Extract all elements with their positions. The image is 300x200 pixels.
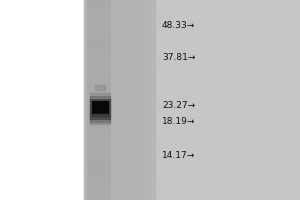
Bar <box>84 158 156 160</box>
Bar <box>84 130 156 132</box>
Bar <box>84 132 156 135</box>
Bar <box>84 117 156 120</box>
Bar <box>84 102 156 105</box>
Bar <box>84 98 156 100</box>
Bar <box>92 114 108 116</box>
Bar <box>84 142 156 145</box>
Bar <box>84 12 156 15</box>
Bar <box>84 73 156 75</box>
Bar <box>84 175 156 178</box>
Bar <box>84 115 156 117</box>
Bar <box>84 58 156 60</box>
Bar <box>84 178 156 180</box>
Bar <box>84 160 156 162</box>
Bar <box>84 50 156 52</box>
Bar <box>90 99 110 119</box>
Bar <box>84 47 156 50</box>
Text: 23.27→: 23.27→ <box>162 102 195 110</box>
Text: 48.33→: 48.33→ <box>162 21 195 30</box>
Bar <box>84 22 156 25</box>
Bar <box>84 38 156 40</box>
Bar <box>84 70 156 73</box>
Bar <box>84 108 156 110</box>
Bar <box>94 84 105 90</box>
Bar <box>84 2 156 5</box>
Bar <box>84 122 156 125</box>
Bar <box>84 7 156 10</box>
Bar <box>84 75 156 77</box>
Bar <box>84 105 156 108</box>
Bar <box>84 120 156 122</box>
Bar <box>92 101 108 116</box>
Bar <box>87 0 111 200</box>
Bar <box>84 188 156 190</box>
Bar <box>84 112 156 115</box>
Bar <box>84 170 156 172</box>
Bar <box>84 88 156 90</box>
Text: 18.19→: 18.19→ <box>162 117 195 127</box>
Text: 37.81→: 37.81→ <box>162 53 195 62</box>
Bar <box>84 35 156 38</box>
Bar <box>84 180 156 182</box>
Bar <box>84 92 156 95</box>
Bar <box>84 52 156 55</box>
Bar <box>90 96 110 121</box>
Bar <box>84 140 156 142</box>
Bar <box>84 65 156 68</box>
Bar <box>84 172 156 175</box>
Bar <box>84 10 156 12</box>
Bar <box>84 78 156 80</box>
Bar <box>84 128 156 130</box>
Bar <box>84 182 156 185</box>
Bar <box>111 0 150 200</box>
Bar <box>84 20 156 22</box>
Bar <box>84 165 156 168</box>
Bar <box>84 18 156 20</box>
Bar <box>84 195 156 198</box>
Bar <box>84 198 156 200</box>
Bar <box>84 145 156 148</box>
Bar <box>84 45 156 47</box>
Bar <box>84 150 156 152</box>
Bar <box>84 192 156 195</box>
Bar <box>90 93 110 124</box>
Bar <box>84 62 156 65</box>
Bar <box>84 185 156 188</box>
Bar <box>84 95 156 98</box>
Bar <box>84 25 156 27</box>
Bar <box>84 138 156 140</box>
Bar <box>84 155 156 158</box>
Bar <box>84 80 156 82</box>
Bar <box>84 100 156 102</box>
Bar <box>84 152 156 155</box>
Bar <box>84 15 156 18</box>
Bar <box>84 68 156 70</box>
Bar <box>84 83 156 85</box>
Bar <box>84 168 156 170</box>
Bar <box>84 55 156 58</box>
Bar <box>84 85 156 88</box>
Bar <box>84 40 156 43</box>
Bar <box>84 60 156 62</box>
Bar <box>84 0 156 2</box>
Bar <box>84 43 156 45</box>
Bar <box>84 90 156 92</box>
Bar <box>84 5 156 7</box>
Bar <box>84 135 156 138</box>
Bar <box>156 0 300 200</box>
Text: 14.17→: 14.17→ <box>162 152 195 160</box>
Bar <box>84 27 156 30</box>
Bar <box>84 162 156 165</box>
Bar <box>84 125 156 128</box>
Bar <box>84 190 156 192</box>
Bar <box>84 32 156 35</box>
Bar <box>84 0 156 200</box>
Bar <box>84 110 156 112</box>
Bar <box>0 0 84 200</box>
Bar <box>84 30 156 32</box>
Bar <box>84 148 156 150</box>
